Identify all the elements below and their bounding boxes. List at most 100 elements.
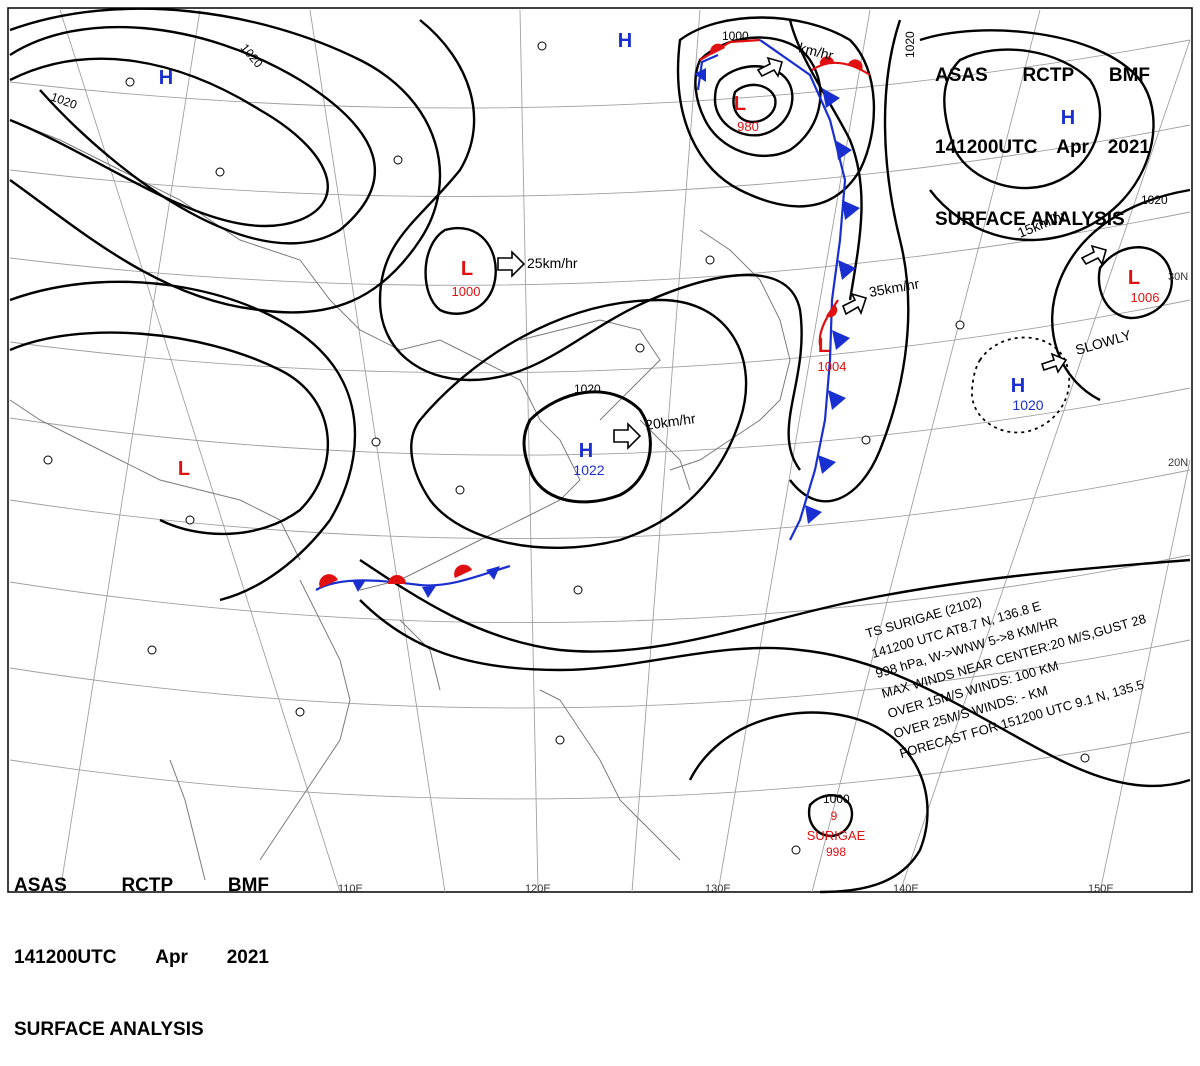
header-bottom-left: ASAS RCTP BMF 141200UTC Apr 2021 SURFACE… bbox=[14, 826, 269, 1066]
typhoon-pressure: 998 bbox=[826, 845, 846, 859]
header-line-1: ASAS RCTP BMF bbox=[14, 874, 269, 898]
isobar-nw-high bbox=[9, 25, 377, 245]
header-line-1: ASAS RCTP BMF bbox=[935, 64, 1150, 88]
japan-coast bbox=[669, 229, 791, 471]
cold-front-line bbox=[759, 39, 847, 541]
header-year: 2021 bbox=[1107, 137, 1150, 158]
hainan-coast bbox=[399, 619, 441, 691]
isobar-typhoon-1000 bbox=[807, 794, 854, 838]
movement-label: SLOWLY bbox=[1073, 327, 1133, 358]
pressure-centers: H H H L 980 L 1000 L 1004 L 1006 L H 102… bbox=[159, 30, 1160, 480]
isobar-label: 1000 bbox=[823, 792, 850, 806]
grid-lon-140 bbox=[899, 39, 1191, 893]
inland-border bbox=[9, 399, 301, 561]
lon-label: 110E bbox=[338, 883, 363, 895]
grid-labels: 30N 20N 110E 120E 130E 140E 150E bbox=[338, 271, 1188, 895]
front-triangle bbox=[694, 68, 706, 82]
isobar-high-1020-dotted bbox=[971, 336, 1071, 434]
grid-lat-30 bbox=[9, 299, 1191, 374]
center-pressure: 980 bbox=[737, 119, 759, 134]
grid-lat-5 bbox=[9, 731, 1191, 800]
warm-front-north bbox=[694, 38, 871, 91]
station-dot bbox=[955, 320, 965, 330]
cold-front-central bbox=[759, 39, 860, 541]
warm-front-line bbox=[818, 299, 839, 346]
map-frame bbox=[7, 7, 1193, 893]
graticule bbox=[9, 9, 1191, 893]
station-dot bbox=[185, 515, 195, 525]
stationary-front-line bbox=[315, 564, 511, 591]
grid-lat-40 bbox=[9, 124, 1191, 197]
isobar-label: 1020 bbox=[574, 382, 601, 396]
center-letter: L bbox=[461, 258, 473, 280]
warm-front-line bbox=[811, 61, 871, 76]
isobar-ne-high bbox=[943, 48, 1102, 190]
isobar-high-outer bbox=[410, 298, 748, 550]
isobar-nw-outer bbox=[9, 7, 442, 314]
station-dot bbox=[215, 167, 225, 177]
header-month: Apr bbox=[1056, 137, 1089, 158]
station-dot bbox=[573, 585, 583, 595]
movement-arrow-6 bbox=[756, 56, 783, 78]
center-letter: L bbox=[734, 93, 746, 115]
isobar-west bbox=[9, 331, 330, 536]
center-letter: H bbox=[1011, 375, 1025, 397]
weather-map: H H H L 980 L 1000 L 1004 L 1006 L H 102… bbox=[7, 7, 1193, 895]
front-semicircle bbox=[710, 43, 725, 55]
center-pressure: 1020 bbox=[1012, 397, 1043, 413]
movement-label: 25km/hr bbox=[527, 255, 578, 271]
grid-lat-35 bbox=[9, 211, 1191, 286]
isobar-central-trough bbox=[378, 19, 803, 471]
typhoon-name: SURIGAE bbox=[807, 828, 866, 843]
isobar-south-1012 bbox=[359, 558, 1191, 653]
isobars bbox=[9, 7, 1191, 894]
isobar-low-1006 bbox=[1097, 246, 1173, 320]
station-dot bbox=[295, 707, 305, 717]
front-semicircle bbox=[454, 564, 472, 578]
header-agency: ASAS bbox=[14, 875, 67, 896]
movement-label: 20km/hr bbox=[644, 410, 697, 433]
station-dot bbox=[635, 343, 645, 353]
header-code: BMF bbox=[227, 875, 269, 896]
isobar-typhoon-outer bbox=[688, 711, 929, 894]
front-triangle bbox=[828, 390, 846, 410]
lat-label: 30N bbox=[1168, 271, 1188, 283]
lon-label: 130E bbox=[705, 883, 731, 895]
grid-lat-45 bbox=[9, 39, 1191, 109]
header-title: SURFACE ANALYSIS bbox=[935, 209, 1125, 230]
center-letter: H bbox=[579, 440, 593, 462]
header-station: RCTP bbox=[121, 875, 174, 896]
front-semicircle bbox=[848, 59, 863, 70]
center-pressure: 1000 bbox=[452, 284, 481, 299]
front-triangle bbox=[422, 586, 436, 598]
warm-front-1004 bbox=[818, 299, 839, 346]
front-triangle bbox=[818, 455, 836, 474]
isobar-low-1000 bbox=[424, 227, 497, 315]
center-letter: L bbox=[1128, 267, 1140, 289]
center-letter: H bbox=[159, 67, 173, 89]
lon-label: 140E bbox=[893, 883, 919, 895]
front-triangle bbox=[835, 140, 852, 160]
grid-lon-105 bbox=[59, 9, 201, 893]
isobar-label: 1020 bbox=[238, 41, 266, 71]
warm-front-line bbox=[699, 38, 761, 61]
header-line-2: 141200UTC Apr 2021 bbox=[14, 946, 269, 970]
coastlines bbox=[9, 119, 791, 881]
center-letter: L bbox=[818, 335, 830, 357]
malay-coast bbox=[169, 759, 206, 881]
station-dot bbox=[125, 77, 135, 87]
lon-label: 150E bbox=[1088, 883, 1114, 895]
front-triangle bbox=[352, 580, 366, 592]
header-line-3: SURFACE ANALYSIS bbox=[14, 1018, 269, 1042]
stationary-front-south bbox=[315, 564, 511, 598]
indochina-coast bbox=[259, 579, 351, 861]
header-top-right: ASAS RCTP BMF 141200UTC Apr 2021 SURFACE… bbox=[935, 16, 1150, 256]
center-pressure: 1004 bbox=[818, 359, 847, 374]
header-time: 141200UTC bbox=[935, 137, 1038, 158]
lat-label: 20N bbox=[1168, 457, 1188, 469]
movement-label: km/hr bbox=[797, 39, 835, 63]
grid-lon-125 bbox=[631, 9, 701, 893]
header-time: 141200UTC bbox=[14, 947, 117, 968]
typhoon-center: 9 SURIGAE 998 bbox=[807, 809, 866, 859]
header-line-2: 141200UTC Apr 2021 bbox=[935, 136, 1150, 160]
